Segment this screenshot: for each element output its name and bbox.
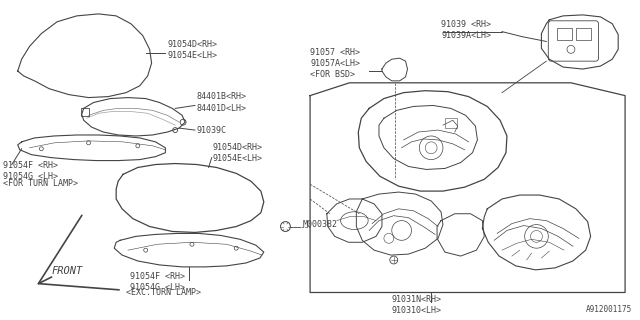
- Text: 91039 <RH>
91039A<LH>: 91039 <RH> 91039A<LH>: [441, 20, 491, 40]
- Bar: [557, 28, 572, 39]
- Text: FRONT: FRONT: [51, 266, 83, 276]
- Text: 91039C: 91039C: [197, 125, 227, 135]
- Text: A912001175: A912001175: [586, 305, 632, 314]
- Text: 91054D<RH>
91054E<LH>: 91054D<RH> 91054E<LH>: [167, 40, 218, 60]
- Text: 91054F <RH>
91054G <LH>: 91054F <RH> 91054G <LH>: [3, 161, 58, 181]
- Text: 91057 <RH>
91057A<LH>
<FOR BSD>: 91057 <RH> 91057A<LH> <FOR BSD>: [310, 48, 360, 79]
- Text: 91031N<RH>
910310<LH>: 91031N<RH> 910310<LH>: [392, 295, 442, 315]
- Text: 84401B<RH>
84401D<LH>: 84401B<RH> 84401D<LH>: [197, 92, 247, 113]
- Text: <EXC.TURN LAMP>: <EXC.TURN LAMP>: [126, 288, 201, 297]
- Text: 91054D<RH>
91054E<LH>: 91054D<RH> 91054E<LH>: [212, 143, 262, 163]
- Text: 91054F <RH>
91054G <LH>: 91054F <RH> 91054G <LH>: [130, 272, 185, 292]
- Bar: [445, 118, 457, 128]
- Bar: [81, 108, 88, 116]
- Bar: [576, 28, 591, 39]
- Text: M000382: M000382: [302, 220, 337, 229]
- Text: <FOR TURN LAMP>: <FOR TURN LAMP>: [3, 179, 78, 188]
